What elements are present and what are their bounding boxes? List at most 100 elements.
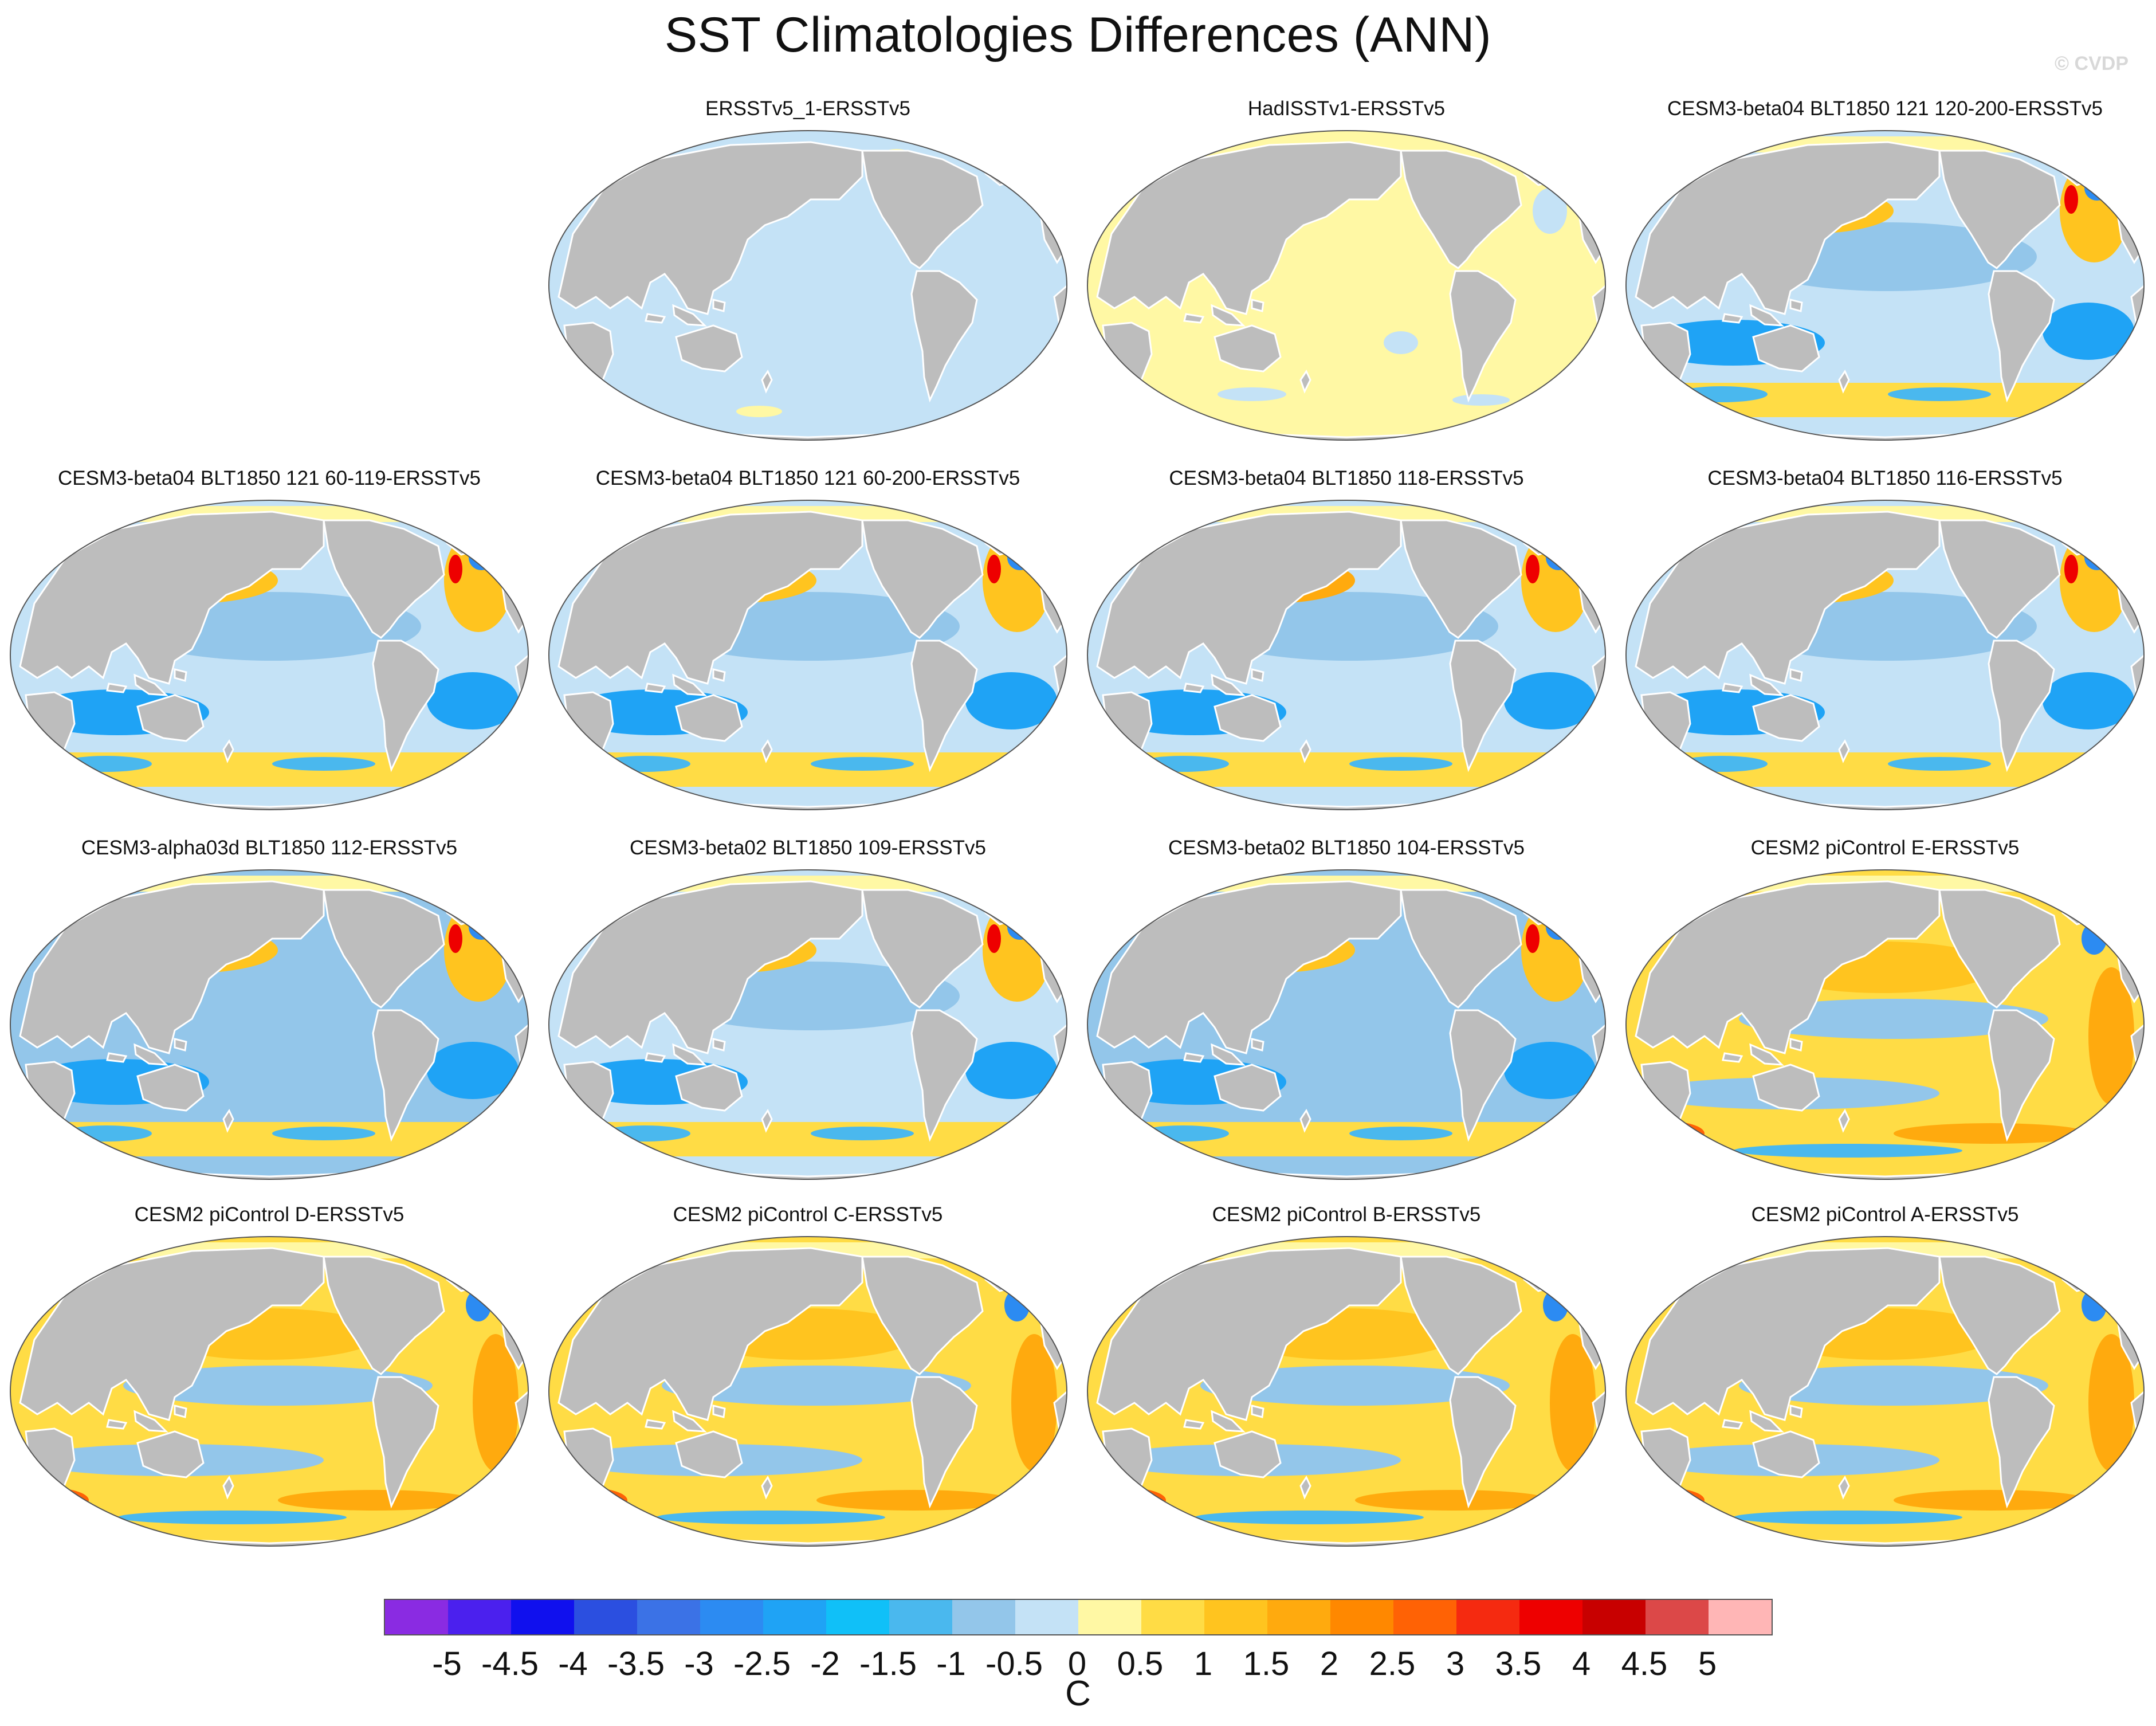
sst-difference-map [1625,500,2145,810]
panel-title: CESM2 piControl A-ERSSTv5 [1751,1203,2019,1226]
colorbar-swatch [1519,1600,1582,1634]
map-outline [1625,500,2145,810]
colorbar-tick-label: -2.5 [733,1645,791,1682]
colorbar-tick-label: -2 [810,1645,840,1682]
map-outline [1625,1236,2145,1547]
map-outline [1087,130,1606,441]
map-panel: CESM3-beta04 BLT1850 121 120-200-ERSSTv5 [1619,97,2151,476]
panel-title: CESM2 piControl B-ERSSTv5 [1212,1203,1481,1226]
panel-title: CESM2 piControl D-ERSSTv5 [134,1203,405,1226]
colorbar-tick-label: -0.5 [985,1645,1043,1682]
colorbar-swatches [384,1599,1773,1635]
panel-title: CESM3-beta04 BLT1850 118-ERSSTv5 [1169,467,1524,489]
panel-title: CESM3-beta04 BLT1850 121 120-200-ERSSTv5 [1667,97,2103,120]
panel-title: HadISSTv1-ERSSTv5 [1247,97,1446,120]
colorbar-swatch [763,1600,826,1634]
map-outline [10,500,529,810]
colorbar-tick-label: 3 [1446,1645,1465,1682]
colorbar-swatch [952,1600,1015,1634]
colorbar-swatch [1078,1600,1141,1634]
sst-difference-map [548,130,1067,441]
sst-difference-map [1087,130,1606,441]
sst-difference-map [548,869,1067,1180]
colorbar-swatch [511,1600,574,1634]
colorbar-tick-label: -1 [936,1645,966,1682]
sst-difference-map [548,500,1067,810]
sst-difference-map [10,1236,529,1547]
map-outline [548,869,1067,1180]
map-panel: ERSSTv5_1-ERSSTv5 [541,97,1074,476]
colorbar-tick-label: 4 [1572,1645,1591,1682]
panel-title: CESM2 piControl E-ERSSTv5 [1750,837,2020,859]
colorbar-swatch [1646,1600,1709,1634]
colorbar-tick-label: 2 [1319,1645,1339,1682]
colorbar-swatch [1456,1600,1519,1634]
map-panel: CESM3-alpha03d BLT1850 112-ERSSTv5 [3,837,536,1215]
colorbar-swatch [889,1600,952,1634]
colorbar-swatch [1393,1600,1456,1634]
panel-title: CESM2 piControl C-ERSSTv5 [673,1203,943,1226]
panel-title: CESM3-beta02 BLT1850 104-ERSSTv5 [1168,837,1525,859]
colorbar-swatch [574,1600,637,1634]
colorbar-swatch [1709,1600,1772,1634]
colorbar-tick-label: -1.5 [859,1645,917,1682]
colorbar-swatch [700,1600,763,1634]
sst-difference-map [1087,1236,1606,1547]
colorbar-unit: C [1065,1674,1091,1713]
map-panel: CESM3-beta04 BLT1850 118-ERSSTv5 [1080,467,1613,845]
colorbar-tick-label: 2.5 [1369,1645,1416,1682]
colorbar-tick-label: 4.5 [1621,1645,1668,1682]
map-panel: CESM2 piControl C-ERSSTv5 [541,1203,1074,1582]
colorbar-tick-label: 1 [1193,1645,1213,1682]
colorbar-swatch [1141,1600,1204,1634]
colorbar-tick-label: -4.5 [481,1645,539,1682]
colorbar-tick-label: 3.5 [1495,1645,1542,1682]
map-outline [10,869,529,1180]
colorbar-tick-label: 0.5 [1117,1645,1164,1682]
colorbar-swatch [448,1600,511,1634]
colorbar-swatch [1330,1600,1393,1634]
cvdp-watermark: © CVDP [2055,53,2128,74]
panel-title: CESM3-alpha03d BLT1850 112-ERSSTv5 [81,837,458,859]
map-panel: CESM2 piControl A-ERSSTv5 [1619,1203,2151,1582]
map-panel: CESM3-beta04 BLT1850 121 60-200-ERSSTv5 [541,467,1074,845]
map-panel: CESM3-beta04 BLT1850 121 60-119-ERSSTv5 [3,467,536,845]
sst-difference-map [1087,500,1606,810]
colorbar-tick-label: -3 [684,1645,714,1682]
map-panel: CESM3-beta02 BLT1850 109-ERSSTv5 [541,837,1074,1215]
panel-title: CESM3-beta04 BLT1850 116-ERSSTv5 [1707,467,2063,489]
colorbar-tick-label: -4 [558,1645,588,1682]
panel-title: CESM3-beta04 BLT1850 121 60-119-ERSSTv5 [57,467,481,489]
sst-difference-map [1625,1236,2145,1547]
colorbar-tick-label: -5 [432,1645,462,1682]
colorbar-tick-label: 0 [1067,1645,1087,1682]
map-outline [10,1236,529,1547]
sst-difference-map [1087,869,1606,1180]
map-outline [548,500,1067,810]
map-panel: CESM2 piControl B-ERSSTv5 [1080,1203,1613,1582]
colorbar-tick-labels: -5 -4.5 -4 -3.5 -3 -2.5 -2 -1.5 -1 -0.5 0 0.5 1 1.5 2 2… [384,1645,1770,1685]
page-title: SST Climatologies Differences (ANN) [664,7,1492,62]
map-panel: CESM3-beta02 BLT1850 104-ERSSTv5 [1080,837,1613,1215]
map-outline [1625,869,2145,1180]
colorbar-tick-label: 1.5 [1243,1645,1290,1682]
map-panel: CESM3-beta04 BLT1850 116-ERSSTv5 [1619,467,2151,845]
panel-title: CESM3-beta04 BLT1850 121 60-200-ERSSTv5 [595,467,1020,489]
colorbar-tick-label: 5 [1698,1645,1717,1682]
sst-difference-map [1625,130,2145,441]
map-outline [1087,500,1606,810]
colorbar-swatch [637,1600,700,1634]
sst-difference-map [1625,869,2145,1180]
sst-difference-map [10,869,529,1180]
map-outline [1087,1236,1606,1547]
colorbar-swatch [826,1600,889,1634]
map-outline [1625,130,2145,441]
panel-title: ERSSTv5_1-ERSSTv5 [705,97,910,120]
map-outline [548,130,1067,441]
sst-difference-map [10,500,529,810]
colorbar-tick-label: -3.5 [607,1645,665,1682]
map-panel: CESM2 piControl D-ERSSTv5 [3,1203,536,1582]
map-outline [1087,869,1606,1180]
colorbar-swatch [1582,1600,1646,1634]
panel-title: CESM3-beta02 BLT1850 109-ERSSTv5 [630,837,986,859]
